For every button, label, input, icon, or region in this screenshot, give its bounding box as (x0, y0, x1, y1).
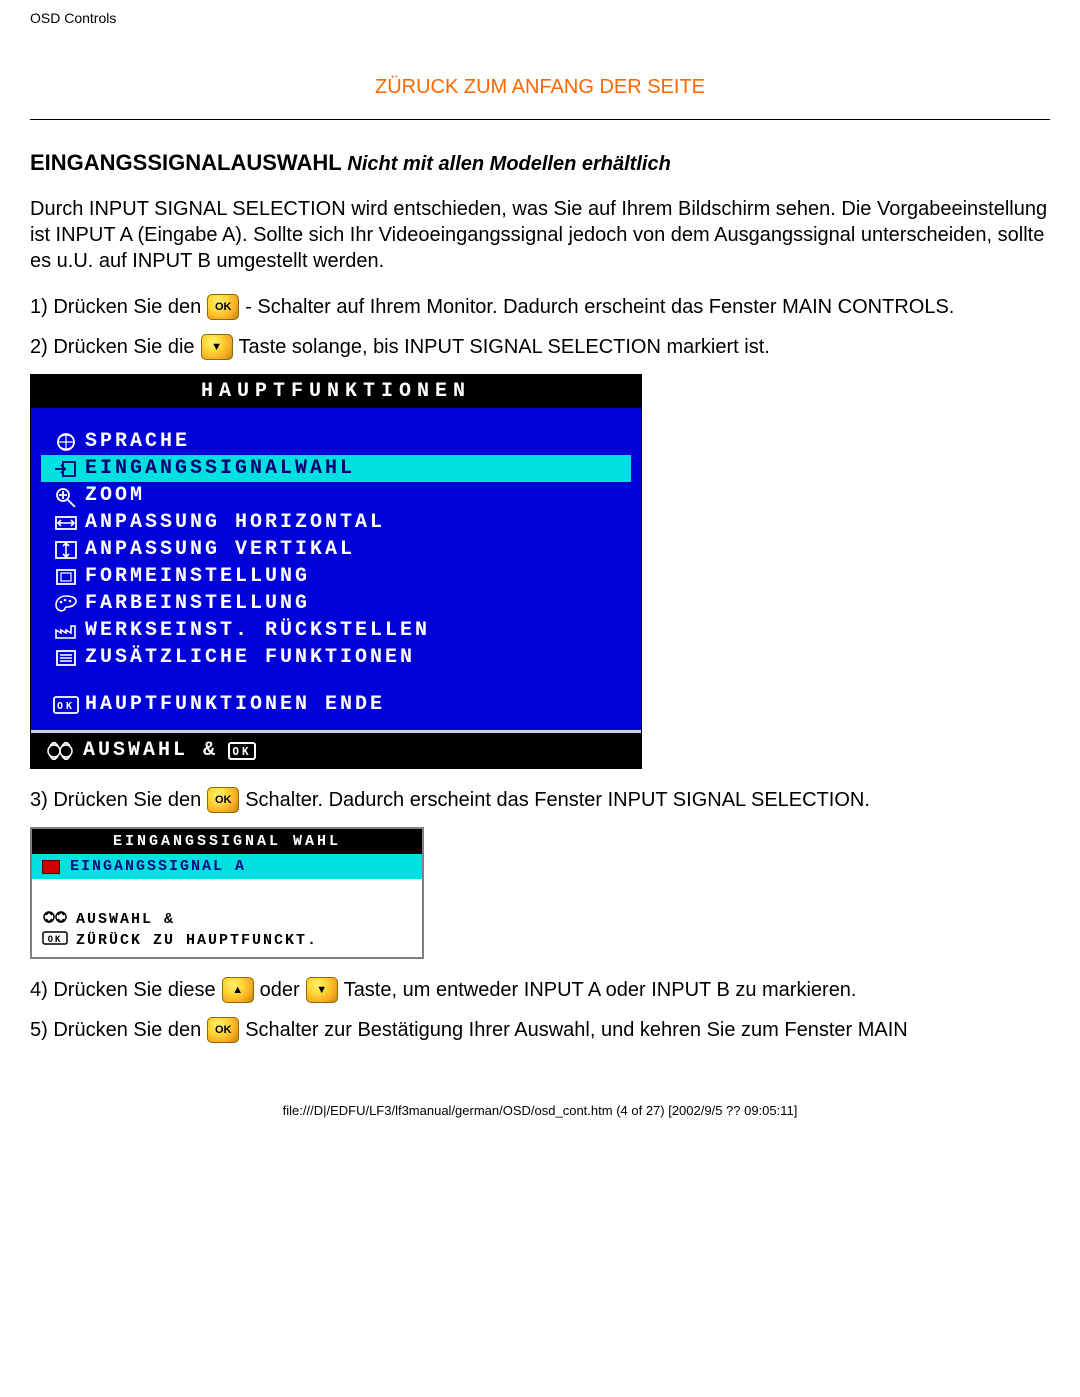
osd-main-body: SPRACHE EINGANGSSIGNALWAHL ZOOM ANPASSUNG H… (31, 408, 641, 730)
step-3: 3) Drücken Sie den OK Schalter. Dadurch … (30, 787, 1050, 813)
step-1-text-a: 1) Drücken Sie den (30, 296, 201, 319)
shape-icon (47, 566, 85, 588)
svg-text:OK: OK (232, 745, 251, 758)
down-button-icon: ▼ (201, 334, 233, 360)
step-4-text-b: Taste, um entweder INPUT A oder INPUT B … (344, 979, 857, 1002)
ok-button-icon: OK (207, 1017, 239, 1043)
osd-main-title: HAUPTFUNKTIONEN (31, 375, 641, 408)
updown-icon (43, 742, 73, 760)
intro-paragraph: Durch INPUT SIGNAL SELECTION wird entsch… (30, 196, 1050, 274)
osd-menu-item[interactable]: WERKSEINST. RÜCKSTELLEN (41, 617, 631, 644)
osd-menu-item-label: WERKSEINST. RÜCKSTELLEN (85, 619, 430, 642)
back-to-top-link[interactable]: ZÜRUCK ZUM ANFANG DER SEITE (30, 76, 1050, 99)
zoom-icon (47, 485, 85, 507)
updown-icon (42, 910, 68, 929)
osd-menu-item[interactable]: ZUSÄTZLICHE FUNKTIONEN (41, 644, 631, 671)
harrow-icon (47, 512, 85, 534)
step-1-text-b: - Schalter auf Ihrem Monitor. Dadurch er… (245, 296, 954, 319)
osd-main-panel: HAUPTFUNKTIONEN SPRACHE EINGANGSSIGNALWAH… (30, 374, 642, 769)
section-subheading: Nicht mit allen Modellen erhältlich (347, 153, 670, 175)
step-5-text-b: Schalter zur Bestätigung Ihrer Auswahl, … (245, 1019, 908, 1042)
osd-menu-item-label: ANPASSUNG VERTIKAL (85, 538, 355, 561)
ok-icon: OK (228, 742, 256, 760)
down-button-icon: ▼ (306, 977, 338, 1003)
list-icon (47, 647, 85, 669)
osd-menu-item[interactable]: ZOOM (41, 482, 631, 509)
step-4-text-a: 4) Drücken Sie diese (30, 979, 216, 1002)
osd-menu-item[interactable]: SPRACHE (41, 428, 631, 455)
svg-text:OK: OK (57, 701, 75, 712)
divider (30, 119, 1050, 120)
page-header: OSD Controls (30, 10, 1050, 26)
osd-main-footer-label: AUSWAHL & (83, 739, 218, 762)
ok-icon: OK (42, 931, 68, 950)
varrow-icon (47, 539, 85, 561)
osd-menu-item[interactable]: FARBEINSTELLUNG (41, 590, 631, 617)
osd-input-title: EINGANGSSIGNAL WAHL (32, 829, 422, 854)
step-3-text-b: Schalter. Dadurch erscheint das Fenster … (245, 789, 870, 812)
step-4-text-mid: oder (260, 979, 300, 1002)
step-5-text-a: 5) Drücken Sie den (30, 1019, 201, 1042)
ok-button-icon: OK (207, 294, 239, 320)
osd-menu-item[interactable]: FORMEINSTELLUNG (41, 563, 631, 590)
globe-icon (47, 431, 85, 453)
osd-menu-item-label: ZOOM (85, 484, 145, 507)
step-2: 2) Drücken Sie die ▼ Taste solange, bis … (30, 334, 1050, 360)
osd-input-blank (32, 879, 422, 905)
osd-menu-item-label: SPRACHE (85, 430, 190, 453)
osd-menu-item-label: ZUSÄTZLICHE FUNKTIONEN (85, 646, 415, 669)
svg-text:OK: OK (48, 935, 63, 945)
step-5: 5) Drücken Sie den OK Schalter zur Bestä… (30, 1017, 1050, 1043)
osd-input-footer-line2: ZÜRÜCK ZU HAUPTFUNCKT. (76, 932, 318, 949)
osd-menu-item[interactable]: ANPASSUNG VERTIKAL (41, 536, 631, 563)
osd-input-footer: AUSWAHL & OK ZÜRÜCK ZU HAUPTFUNCKT. (32, 905, 422, 957)
up-button-icon: ▲ (222, 977, 254, 1003)
osd-menu-item-label: FARBEINSTELLUNG (85, 592, 310, 615)
osd-exit-item[interactable]: OK HAUPTFUNKTIONEN ENDE (41, 691, 631, 718)
factory-icon (47, 620, 85, 642)
osd-menu-item-label: FORMEINSTELLUNG (85, 565, 310, 588)
osd-menu-item[interactable]: ANPASSUNG HORIZONTAL (41, 509, 631, 536)
palette-icon (47, 593, 85, 615)
step-1: 1) Drücken Sie den OK - Schalter auf Ihr… (30, 294, 1050, 320)
osd-menu-item[interactable]: EINGANGSSIGNALWAHL (41, 455, 631, 482)
section-heading: EINGANGSSIGNALAUSWAHL (30, 150, 341, 175)
osd-input-panel: EINGANGSSIGNAL WAHL EINGANGSSIGNAL A AUS… (30, 827, 424, 959)
osd-input-row: EINGANGSSIGNAL A (32, 854, 422, 879)
step-2-text-a: 2) Drücken Sie die (30, 336, 195, 359)
section-title: EINGANGSSIGNALAUSWAHL Nicht mit allen Mo… (30, 150, 1050, 176)
osd-input-row-label: EINGANGSSIGNAL A (70, 858, 246, 875)
osd-menu-item-label: EINGANGSSIGNALWAHL (85, 457, 355, 480)
ok-button-icon: OK (207, 787, 239, 813)
osd-menu-item-label: ANPASSUNG HORIZONTAL (85, 511, 385, 534)
osd-exit-label: HAUPTFUNKTIONEN ENDE (85, 693, 385, 716)
input-indicator-icon (42, 860, 60, 874)
step-2-text-b: Taste solange, bis INPUT SIGNAL SELECTIO… (239, 336, 770, 359)
osd-input-footer-line1: AUSWAHL & (76, 911, 175, 928)
back-to-top-link-text[interactable]: ZÜRUCK ZUM ANFANG DER SEITE (375, 76, 705, 98)
step-4: 4) Drücken Sie diese ▲ oder ▼ Taste, um … (30, 977, 1050, 1003)
ok-icon: OK (47, 696, 85, 714)
page-footer: file:///D|/EDFU/LF3/lf3manual/german/OSD… (30, 1103, 1050, 1118)
osd-main-footer: AUSWAHL & OK (31, 730, 641, 768)
step-3-text-a: 3) Drücken Sie den (30, 789, 201, 812)
input-icon (47, 458, 85, 480)
